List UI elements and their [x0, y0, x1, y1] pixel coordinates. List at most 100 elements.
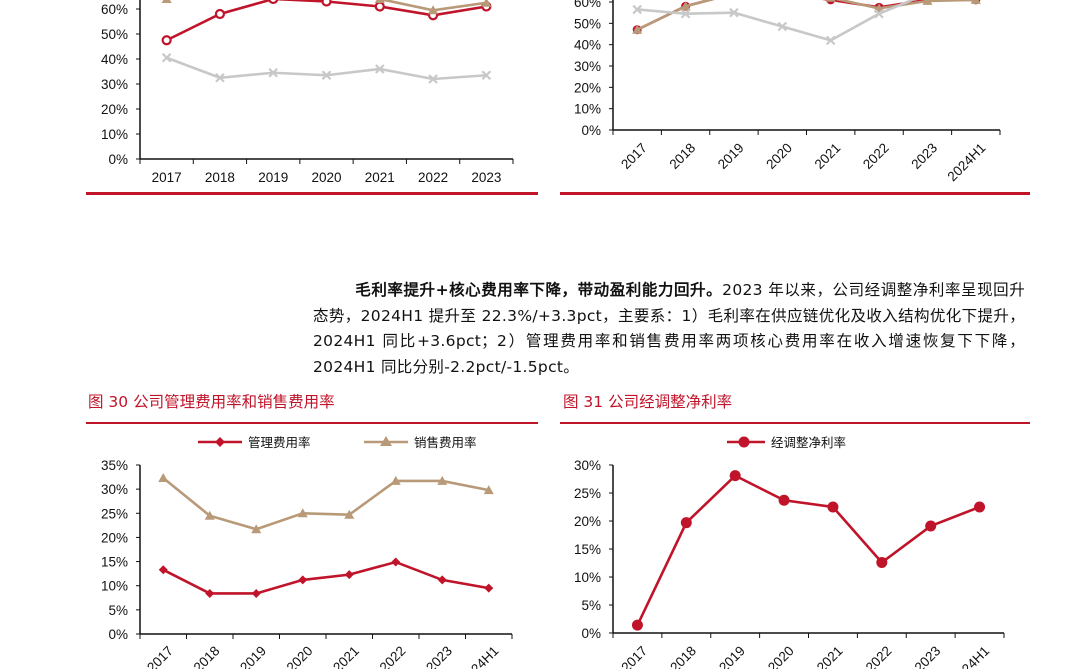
data-point [437, 475, 448, 485]
chart-4: 0% 5% 10% 15% 20% 25% 30% 2017 2018 2019 2020 2021 2… [574, 458, 1005, 669]
series-line [636, 474, 981, 626]
x-tick-label: 2017 [618, 140, 650, 172]
x-tick-label: 2020 [311, 170, 341, 185]
x-tick-label: 2024H1 [948, 643, 992, 669]
y-tick-label: 30% [574, 458, 601, 473]
x-tick-label: 2018 [667, 643, 699, 669]
data-point [481, 70, 492, 81]
divider-rule [86, 192, 538, 195]
x-tick-label: 2017 [618, 643, 650, 669]
data-point [205, 588, 215, 598]
x-tick-label: 2020 [765, 643, 797, 669]
series-line [162, 560, 489, 595]
legend-diamond-icon [198, 436, 242, 447]
x-tick-label: 2019 [237, 643, 269, 669]
x-tick-label: 2021 [812, 140, 844, 172]
y-tick-label: 25% [101, 506, 128, 521]
data-point [215, 72, 225, 83]
y-tick-label: 15% [101, 555, 128, 570]
y-tick-label: 20% [574, 514, 601, 529]
x-tick-label: 2019 [258, 170, 288, 185]
legend-label: 销售费用率 [414, 435, 477, 450]
x-tick-label: 2019 [715, 140, 747, 172]
legend-label: 经调整净利率 [771, 435, 847, 450]
data-point [729, 7, 739, 18]
data-point [158, 473, 169, 483]
data-point [680, 8, 691, 19]
divider-rule [560, 192, 1030, 195]
data-point [631, 619, 643, 631]
y-tick-label: 50% [101, 27, 128, 42]
y-tick-label: 30% [101, 482, 128, 497]
chart-2: 0% 10% 20% 30% 40% 50% 60% 2017 2018 2019 2020 2021… [574, 0, 1001, 184]
data-point [632, 24, 643, 34]
data-point [922, 0, 933, 5]
data-point [297, 508, 308, 518]
data-point [391, 557, 401, 567]
x-tick-label: 2022 [418, 170, 448, 185]
y-tick-label: 30% [101, 77, 128, 92]
y-tick-label: 0% [581, 123, 601, 138]
data-point [483, 485, 494, 495]
x-tick-label: 2021 [330, 643, 362, 669]
x-tick-label: 2023 [423, 643, 455, 669]
divider-rule [86, 422, 538, 424]
paragraph-body: 2023 年以来，公司经调整净利率呈现回升态势，2024H1 提升至 22.3%… [313, 281, 1025, 377]
series-line [637, 0, 916, 42]
data-point [344, 509, 355, 519]
data-point [632, 4, 642, 15]
x-tick-label: 2023 [912, 643, 944, 669]
data-point [484, 583, 494, 593]
y-tick-label: 40% [101, 52, 128, 67]
data-point [161, 52, 172, 63]
data-point [428, 74, 438, 84]
data-point [158, 565, 168, 575]
data-point [437, 575, 447, 585]
legend-item-sales: 销售费用率 [364, 432, 477, 451]
data-point [298, 575, 308, 585]
y-tick-label: 20% [574, 80, 601, 95]
data-point [374, 1, 385, 12]
y-tick-label: 10% [574, 102, 601, 117]
x-tick-label: 2021 [365, 170, 395, 185]
y-tick-label: 10% [101, 579, 128, 594]
x-tick-label: 2020 [284, 643, 316, 669]
y-tick-label: 50% [574, 16, 601, 31]
chart-3: 0% 5% 10% 15% 20% 25% 30% 35% 2017 2018 2019 2020 20… [101, 458, 513, 669]
data-point [344, 570, 354, 580]
data-point [827, 501, 839, 513]
data-point [161, 35, 172, 46]
x-tick-label: 2017 [152, 170, 182, 185]
data-point [777, 21, 788, 32]
data-point [390, 475, 401, 485]
data-point [481, 0, 492, 7]
legend-item-mgmt: 管理费用率 [198, 432, 311, 451]
x-tick-label: 2018 [667, 140, 699, 172]
data-point [251, 588, 261, 598]
legend-triangle-icon [364, 435, 408, 446]
x-tick-label: 2024H1 [458, 643, 502, 669]
data-point [970, 0, 981, 4]
data-point [374, 0, 385, 3]
data-point [268, 67, 278, 78]
y-tick-label: 35% [101, 458, 128, 473]
chart-1: 0% 10% 20% 30% 40% 50% 60% 2017 2018 2019 2020 2021… [101, 0, 514, 185]
x-tick-label: 2018 [191, 643, 223, 669]
data-point [974, 501, 986, 513]
data-point [876, 556, 888, 568]
x-tick-label: 2023 [471, 170, 501, 185]
data-point [268, 0, 279, 5]
legend-circle-icon [727, 436, 765, 447]
x-tick-label: 2021 [814, 643, 846, 669]
x-tick-label: 2022 [377, 643, 409, 669]
data-point [321, 70, 332, 81]
data-point [925, 520, 937, 532]
x-tick-label: 2018 [205, 170, 235, 185]
y-tick-label: 20% [101, 102, 128, 117]
data-point [825, 0, 836, 2]
y-tick-label: 10% [574, 570, 601, 585]
x-tick-label: 2019 [716, 643, 748, 669]
legend-item-net-margin: 经调整净利率 [727, 432, 846, 451]
divider-rule [560, 422, 1030, 424]
figure-30-caption: 图 30 公司管理费用率和销售费用率 [88, 393, 335, 411]
